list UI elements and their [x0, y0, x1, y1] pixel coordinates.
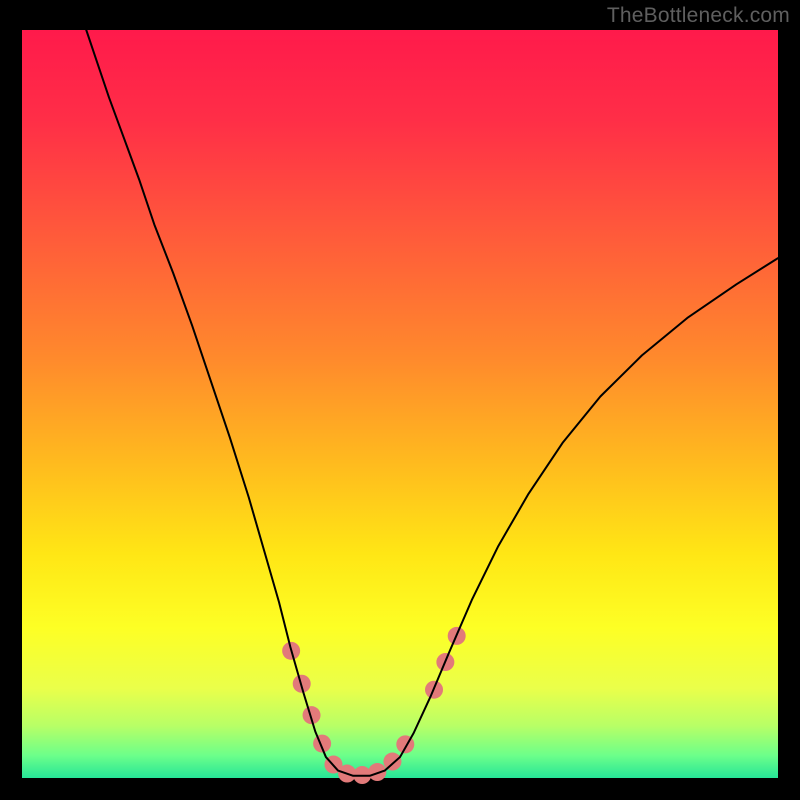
highlight-marker [383, 753, 401, 771]
plot-background [22, 30, 778, 778]
chart-root: TheBottleneck.com [0, 0, 800, 800]
bottleneck-chart [0, 0, 800, 800]
watermark-text: TheBottleneck.com [607, 4, 790, 28]
highlight-marker [368, 763, 386, 781]
